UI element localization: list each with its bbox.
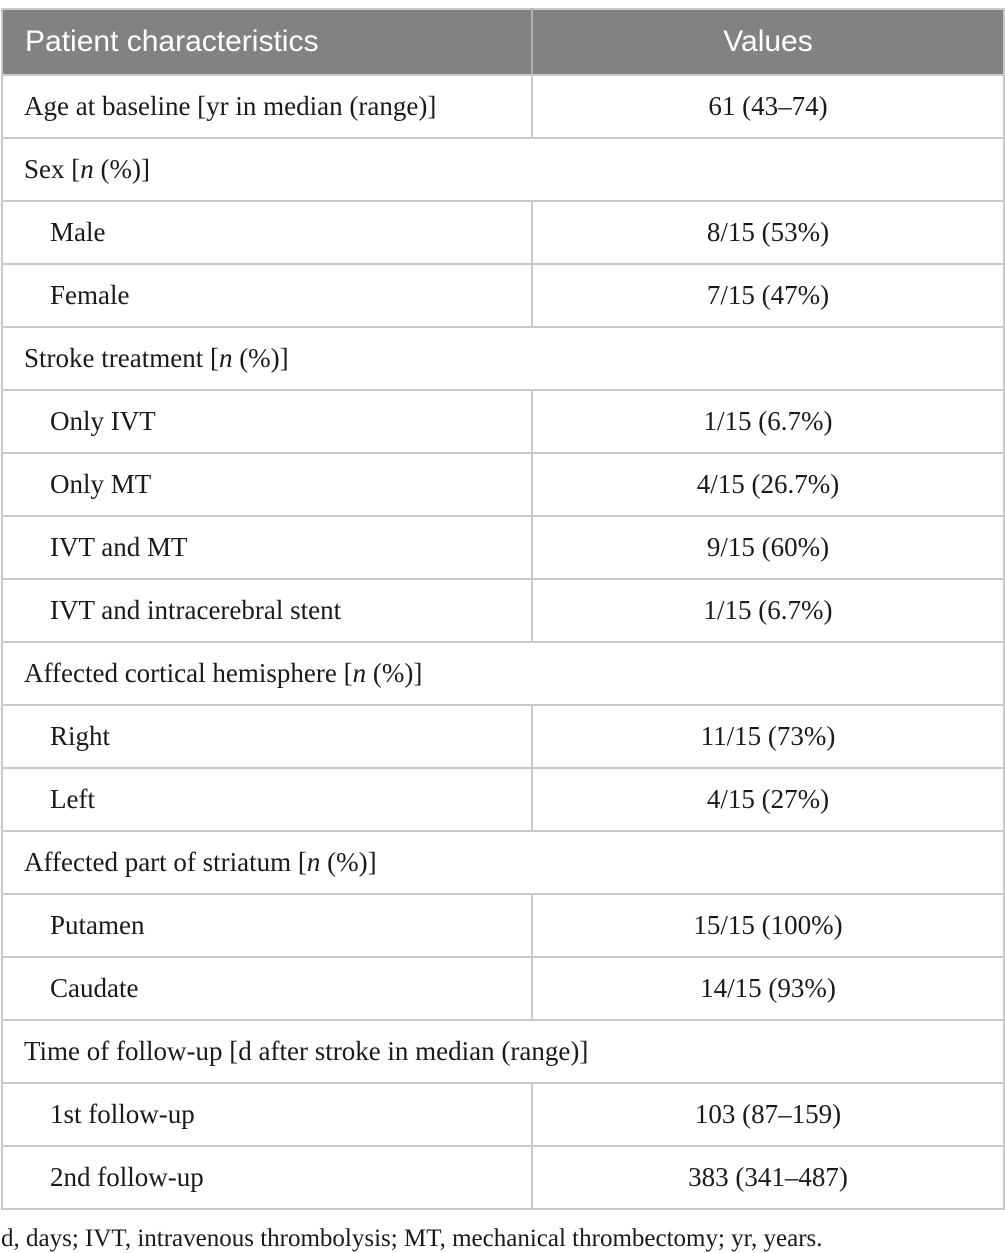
section-row: Sex [n (%)]	[1, 137, 1005, 202]
row-label-cell: 2nd follow-up	[1, 1145, 533, 1210]
patient-characteristics-table: Patient characteristics Values Age at ba…	[1, 8, 1005, 1210]
column-header-values: Values	[531, 8, 1005, 76]
row-value-cell: 15/15 (100%)	[531, 893, 1005, 958]
section-label-cell: Time of follow-up [d after stroke in med…	[1, 1019, 1005, 1084]
table-row: IVT and intracerebral stent 1/15 (6.7%)	[1, 578, 1005, 643]
row-value-cell: 103 (87–159)	[531, 1082, 1005, 1147]
row-label-cell: Male	[1, 200, 533, 265]
row-label-cell: 1st follow-up	[1, 1082, 533, 1147]
table-row: Left 4/15 (27%)	[1, 767, 1005, 832]
row-value-cell: 11/15 (73%)	[531, 704, 1005, 769]
table-row: Only MT 4/15 (26.7%)	[1, 452, 1005, 517]
row-label-cell: Right	[1, 704, 533, 769]
table-row: Age at baseline [yr in median (range)] 61…	[1, 74, 1005, 139]
section-row: Stroke treatment [n (%)]	[1, 326, 1005, 391]
table-row: 1st follow-up 103 (87–159)	[1, 1082, 1005, 1147]
row-label-cell: Putamen	[1, 893, 533, 958]
row-value-cell: 1/15 (6.7%)	[531, 578, 1005, 643]
section-row: Affected cortical hemisphere [n (%)]	[1, 641, 1005, 706]
column-header-patient-characteristics: Patient characteristics	[1, 8, 533, 76]
row-label-cell: Caudate	[1, 956, 533, 1021]
row-label-cell: Only IVT	[1, 389, 533, 454]
section-row: Affected part of striatum [n (%)]	[1, 830, 1005, 895]
row-label-cell: Left	[1, 767, 533, 832]
table-row: Right 11/15 (73%)	[1, 704, 1005, 769]
row-value-cell: 9/15 (60%)	[531, 515, 1005, 580]
table-row: IVT and MT 9/15 (60%)	[1, 515, 1005, 580]
row-value-cell: 4/15 (26.7%)	[531, 452, 1005, 517]
section-label-cell: Sex [n (%)]	[1, 137, 1005, 202]
row-value-cell: 1/15 (6.7%)	[531, 389, 1005, 454]
row-value-cell: 383 (341–487)	[531, 1145, 1005, 1210]
row-label-cell: IVT and intracerebral stent	[1, 578, 533, 643]
section-label-cell: Affected part of striatum [n (%)]	[1, 830, 1005, 895]
table-footnote: d, days; IVT, intravenous thrombolysis; …	[1, 1225, 823, 1252]
section-row: Time of follow-up [d after stroke in med…	[1, 1019, 1005, 1084]
row-label-cell: IVT and MT	[1, 515, 533, 580]
row-value-cell: 7/15 (47%)	[531, 263, 1005, 328]
table-row: 2nd follow-up 383 (341–487)	[1, 1145, 1005, 1210]
table-row: Caudate 14/15 (93%)	[1, 956, 1005, 1021]
table-row: Only IVT 1/15 (6.7%)	[1, 389, 1005, 454]
table-body: Age at baseline [yr in median (range)] 61…	[1, 74, 1005, 1210]
table-header: Patient characteristics Values	[1, 8, 1005, 76]
table-row: Male 8/15 (53%)	[1, 200, 1005, 265]
row-value-cell: 8/15 (53%)	[531, 200, 1005, 265]
table-row: Female 7/15 (47%)	[1, 263, 1005, 328]
row-label-cell: Only MT	[1, 452, 533, 517]
row-value-cell: 4/15 (27%)	[531, 767, 1005, 832]
header-row: Patient characteristics Values	[1, 8, 1005, 76]
row-value-cell: 61 (43–74)	[531, 74, 1005, 139]
row-label-cell: Age at baseline [yr in median (range)]	[1, 74, 533, 139]
row-label-cell: Female	[1, 263, 533, 328]
row-value-cell: 14/15 (93%)	[531, 956, 1005, 1021]
section-label-cell: Affected cortical hemisphere [n (%)]	[1, 641, 1005, 706]
table-row: Putamen 15/15 (100%)	[1, 893, 1005, 958]
section-label-cell: Stroke treatment [n (%)]	[1, 326, 1005, 391]
